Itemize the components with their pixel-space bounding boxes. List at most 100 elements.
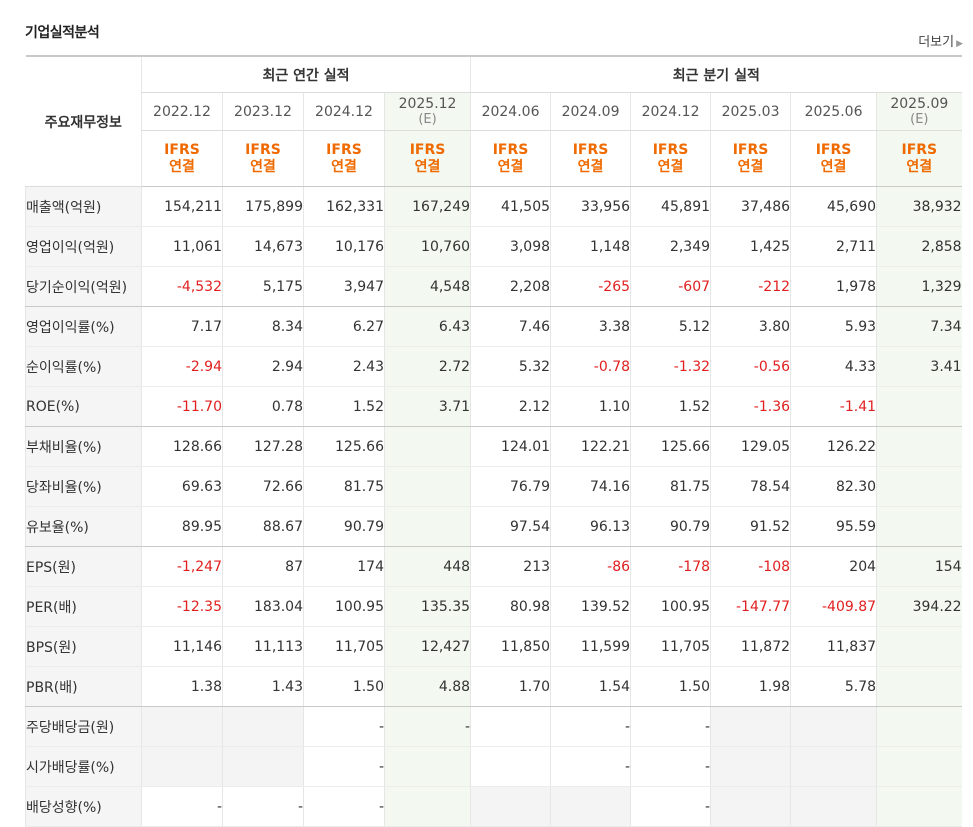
row-label: 당기순이익(억원)	[25, 266, 142, 307]
table-cell: 4,548	[383, 266, 471, 307]
ifrs-label: IFRS	[164, 141, 200, 158]
table-cell: -	[303, 746, 385, 787]
period-header: 2025.03	[710, 92, 791, 131]
chevron-right-icon: ▶	[956, 39, 963, 49]
table-cell: 87	[222, 546, 304, 587]
table-cell: 2,858	[876, 226, 962, 267]
table-cell: 11,146	[141, 626, 223, 667]
table-cell	[876, 426, 962, 467]
table-cell: 2.12	[470, 386, 551, 427]
period-header: 2023.12	[222, 92, 304, 131]
table-cell: 167,249	[383, 186, 471, 227]
table-cell: -1,247	[141, 546, 223, 587]
period-label: 2024.12	[315, 103, 373, 120]
row-label: 유보율(%)	[25, 506, 142, 547]
period-header: 2022.12	[141, 92, 223, 131]
ifrs-label: IFRS	[572, 141, 609, 158]
table-cell: 6.27	[303, 306, 385, 347]
table-cell: 4.88	[383, 666, 471, 707]
table-cell: 11,872	[710, 626, 791, 667]
table-cell	[470, 786, 551, 827]
table-row: 순이익률(%) -2.94 2.94 2.43 2.72 5.32 -0.78 -1.32 -0…	[25, 346, 962, 387]
table-cell: 154,211	[141, 186, 223, 227]
table-cell	[876, 386, 962, 427]
table-row: BPS(원) 11,146 11,113 11,705 12,427 11,850 11,5…	[25, 626, 962, 667]
table-row: ROE(%) -11.70 0.78 1.52 3.71 2.12 1.10 1.52 -1.3…	[25, 386, 962, 427]
ifrs-badge: IFRS 연결	[141, 130, 223, 187]
period-header: 2024.12	[630, 92, 711, 131]
table-cell: 174	[303, 546, 385, 587]
table-cell: 90.79	[630, 506, 711, 547]
table-cell: -178	[630, 546, 711, 587]
more-label: 더보기	[918, 35, 955, 50]
table-cell: 1.52	[630, 386, 711, 427]
table-cell: 5.78	[790, 666, 877, 707]
table-cell: 78.54	[710, 466, 791, 507]
table-cell: 74.16	[550, 466, 631, 507]
table-cell: 72.66	[222, 466, 304, 507]
table-cell: 80.98	[470, 586, 551, 627]
table-cell	[222, 746, 304, 787]
financial-table: 주요재무정보 최근 연간 실적 최근 분기 실적 2022.12 2023.12 2…	[25, 55, 962, 827]
table-cell	[470, 706, 551, 747]
row-label: PER(배)	[25, 586, 142, 627]
table-cell	[876, 706, 962, 747]
table-cell: 11,705	[630, 626, 711, 667]
table-cell: 5,175	[222, 266, 304, 307]
table-row: PER(배) -12.35 183.04 100.95 135.35 80.98 139.5…	[25, 586, 962, 627]
table-cell: 154	[876, 546, 962, 587]
table-cell	[790, 706, 877, 747]
estimate-mark: (E)	[910, 112, 929, 127]
table-cell: 135.35	[383, 586, 471, 627]
table-cell: 125.66	[630, 426, 711, 467]
table-cell: 204	[790, 546, 877, 587]
table-cell: 11,599	[550, 626, 631, 667]
table-cell: 7.34	[876, 306, 962, 347]
table-cell: -	[550, 706, 631, 747]
table-cell: 1.52	[303, 386, 385, 427]
table-row: 배당성향(%) - - - -	[25, 786, 962, 827]
table-cell: 129.05	[710, 426, 791, 467]
table-cell: 1.70	[470, 666, 551, 707]
table-cell: 11,113	[222, 626, 304, 667]
table-cell: 10,760	[383, 226, 471, 267]
more-link[interactable]: 더보기 ▶	[918, 31, 963, 50]
table-cell	[876, 786, 962, 827]
table-cell: 1.10	[550, 386, 631, 427]
table-cell: 1,148	[550, 226, 631, 267]
row-label: 주당배당금(원)	[25, 706, 142, 747]
table-cell: 33,956	[550, 186, 631, 227]
table-cell: 90.79	[303, 506, 385, 547]
table-cell: 45,690	[790, 186, 877, 227]
table-cell: -0.78	[550, 346, 631, 387]
row-label: 배당성향(%)	[25, 786, 142, 827]
table-cell: 0.78	[222, 386, 304, 427]
row-label: 매출액(억원)	[25, 186, 142, 227]
table-cell: -212	[710, 266, 791, 307]
ifrs-badge: IFRS 연결	[303, 130, 385, 187]
table-row: 부채비율(%) 128.66 127.28 125.66 124.01 122.21 125…	[25, 426, 962, 467]
quarter-group-header: 최근 분기 실적	[470, 55, 962, 93]
table-cell: 14,673	[222, 226, 304, 267]
table-cell: -	[630, 706, 711, 747]
table-cell: 11,850	[470, 626, 551, 667]
period-label: 2024.09	[561, 103, 620, 120]
table-row: EPS(원) -1,247 87 174 448 213 -86 -178 -108 204 154	[25, 546, 962, 587]
table-cell: 38,932	[876, 186, 962, 227]
table-cell: -1.32	[630, 346, 711, 387]
table-cell: 6.43	[383, 306, 471, 347]
row-label: ROE(%)	[25, 386, 142, 427]
estimate-mark: (E)	[418, 112, 437, 127]
table-cell: 162,331	[303, 186, 385, 227]
table-cell: 3.38	[550, 306, 631, 347]
ifrs-label: IFRS	[815, 141, 852, 158]
period-header: 2024.06	[470, 92, 551, 131]
period-label: 2023.12	[234, 103, 292, 120]
table-cell: 183.04	[222, 586, 304, 627]
row-label: PBR(배)	[25, 666, 142, 707]
table-cell: -265	[550, 266, 631, 307]
table-cell: 7.17	[141, 306, 223, 347]
table-cell: -	[630, 746, 711, 787]
row-label: 영업이익(억원)	[25, 226, 142, 267]
table-cell	[710, 746, 791, 787]
